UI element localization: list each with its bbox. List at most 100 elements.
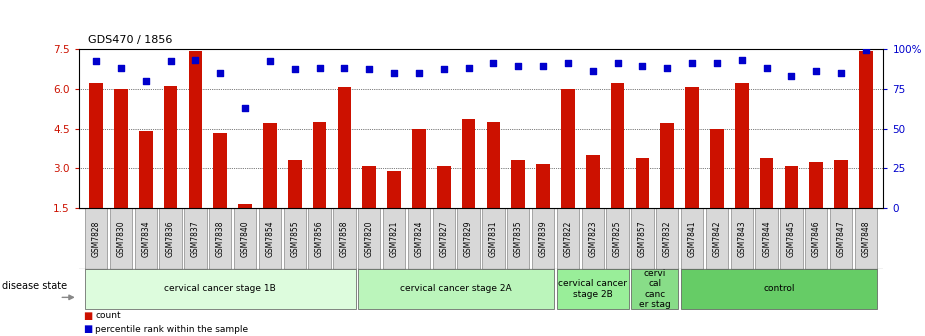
- Point: [437, 67, 451, 72]
- Bar: [586, 155, 599, 208]
- Point: [610, 60, 625, 66]
- Point: [312, 65, 327, 71]
- Point: [709, 60, 724, 66]
- FancyBboxPatch shape: [557, 269, 629, 309]
- Bar: [139, 131, 153, 208]
- FancyBboxPatch shape: [557, 208, 579, 269]
- Point: [684, 60, 699, 66]
- Point: [784, 73, 799, 79]
- FancyBboxPatch shape: [259, 208, 281, 269]
- Point: [288, 67, 302, 72]
- Bar: [735, 83, 748, 208]
- FancyBboxPatch shape: [681, 208, 703, 269]
- Point: [263, 59, 278, 64]
- FancyBboxPatch shape: [855, 208, 877, 269]
- Text: GSM7854: GSM7854: [265, 220, 275, 257]
- Text: GSM7832: GSM7832: [663, 220, 672, 257]
- Text: cervical cancer stage 2A: cervical cancer stage 2A: [401, 285, 512, 293]
- Text: GSM7831: GSM7831: [489, 220, 498, 257]
- Text: count: count: [95, 311, 121, 320]
- FancyBboxPatch shape: [631, 269, 678, 309]
- Text: GSM7848: GSM7848: [861, 220, 870, 257]
- Text: GSM7828: GSM7828: [92, 220, 101, 257]
- Text: GSM7839: GSM7839: [538, 220, 548, 257]
- Bar: [536, 164, 550, 208]
- Bar: [263, 123, 277, 208]
- Text: GSM7837: GSM7837: [191, 220, 200, 257]
- Bar: [809, 162, 823, 208]
- Bar: [288, 161, 302, 208]
- Bar: [610, 83, 624, 208]
- Bar: [164, 86, 178, 208]
- Bar: [685, 87, 699, 208]
- Text: GSM7824: GSM7824: [414, 220, 424, 257]
- FancyBboxPatch shape: [284, 208, 306, 269]
- FancyBboxPatch shape: [482, 208, 505, 269]
- FancyBboxPatch shape: [781, 208, 803, 269]
- Text: GSM7822: GSM7822: [563, 220, 573, 257]
- FancyBboxPatch shape: [209, 208, 231, 269]
- Point: [188, 57, 203, 62]
- Point: [139, 78, 154, 83]
- FancyBboxPatch shape: [85, 208, 107, 269]
- Text: GSM7855: GSM7855: [290, 220, 299, 257]
- FancyBboxPatch shape: [582, 208, 604, 269]
- FancyBboxPatch shape: [358, 269, 554, 309]
- Point: [511, 64, 525, 69]
- Bar: [189, 51, 203, 208]
- Point: [808, 69, 824, 74]
- Bar: [412, 129, 426, 208]
- FancyBboxPatch shape: [358, 208, 380, 269]
- Point: [238, 105, 253, 111]
- Bar: [487, 122, 500, 208]
- Text: GSM7835: GSM7835: [513, 220, 523, 257]
- Text: GSM7845: GSM7845: [787, 220, 796, 257]
- Point: [486, 60, 500, 66]
- Bar: [114, 89, 128, 208]
- Point: [660, 65, 674, 71]
- FancyBboxPatch shape: [607, 208, 629, 269]
- Bar: [89, 83, 103, 208]
- Bar: [834, 161, 848, 208]
- FancyBboxPatch shape: [830, 208, 852, 269]
- Text: cervi
cal
canc
er stag: cervi cal canc er stag: [639, 269, 671, 309]
- Text: GSM7838: GSM7838: [216, 220, 225, 257]
- Text: GSM7857: GSM7857: [638, 220, 647, 257]
- Text: GSM7856: GSM7856: [315, 220, 324, 257]
- Point: [561, 60, 575, 66]
- FancyBboxPatch shape: [507, 208, 529, 269]
- Text: GSM7846: GSM7846: [812, 220, 820, 257]
- Text: GSM7836: GSM7836: [166, 220, 175, 257]
- FancyBboxPatch shape: [756, 208, 778, 269]
- FancyBboxPatch shape: [631, 208, 654, 269]
- Bar: [313, 122, 327, 208]
- Text: GSM7842: GSM7842: [712, 220, 722, 257]
- FancyBboxPatch shape: [159, 208, 181, 269]
- FancyBboxPatch shape: [706, 208, 728, 269]
- Point: [89, 59, 104, 64]
- Point: [833, 70, 848, 75]
- Bar: [660, 123, 674, 208]
- Point: [635, 64, 650, 69]
- FancyBboxPatch shape: [532, 208, 554, 269]
- Text: GSM7834: GSM7834: [142, 220, 150, 257]
- Point: [586, 69, 600, 74]
- Bar: [759, 158, 773, 208]
- FancyBboxPatch shape: [805, 208, 828, 269]
- Bar: [512, 161, 525, 208]
- Bar: [214, 132, 227, 208]
- FancyBboxPatch shape: [457, 208, 480, 269]
- Text: GSM7823: GSM7823: [588, 220, 598, 257]
- Bar: [338, 87, 352, 208]
- Bar: [859, 51, 873, 208]
- Point: [114, 65, 129, 71]
- Text: GSM7830: GSM7830: [117, 220, 126, 257]
- Text: GSM7841: GSM7841: [687, 220, 697, 257]
- Bar: [710, 129, 723, 208]
- FancyBboxPatch shape: [656, 208, 678, 269]
- Text: disease state: disease state: [2, 281, 67, 291]
- Point: [858, 48, 873, 53]
- FancyBboxPatch shape: [333, 208, 355, 269]
- FancyBboxPatch shape: [110, 208, 132, 269]
- FancyBboxPatch shape: [234, 208, 256, 269]
